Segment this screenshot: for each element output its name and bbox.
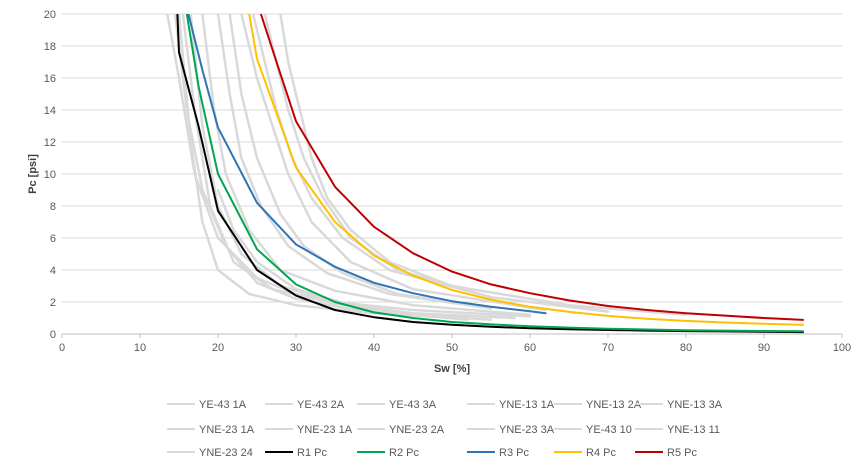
y-tick-label: 2	[50, 297, 56, 309]
legend: YE-43 1A YE-43 2A YE-43 3A YNE-13 1A YNE-13 …	[167, 399, 723, 459]
legend-label: YNE-23 1A	[199, 424, 255, 436]
series-line-16	[187, 14, 547, 315]
series-lines	[166, 14, 804, 334]
legend-item: YE-43 1A	[167, 399, 247, 411]
y-tick-label: 16	[44, 73, 56, 85]
series-line-10	[251, 14, 493, 299]
x-tick-label: 50	[446, 342, 458, 354]
y-tick-label: 12	[44, 137, 56, 149]
legend-item: R3 Pc	[467, 447, 529, 459]
series-line-13	[216, 188, 469, 321]
series-line-4	[181, 14, 516, 320]
legend-item: YNE-13 2A	[554, 399, 642, 411]
legend-item: YNE-23 24	[167, 447, 253, 459]
legend-item: YE-43 2A	[265, 399, 345, 411]
x-tick-label: 60	[524, 342, 536, 354]
series-line-12	[279, 14, 688, 317]
x-tick-label: 90	[758, 342, 770, 354]
y-tick-label: 18	[44, 41, 56, 53]
y-tick-label: 0	[50, 329, 56, 341]
legend-label: YNE-13 11	[667, 424, 720, 436]
legend-item: YNE-23 1A	[167, 424, 255, 436]
x-tick-label: 80	[680, 342, 692, 354]
legend-label: YNE-23 24	[199, 447, 253, 459]
legend-item: YNE-23 3A	[467, 424, 555, 436]
y-axis-title: Pc [psi]	[27, 154, 39, 194]
legend-item: YNE-13 1A	[467, 399, 555, 411]
x-tick-label: 100	[833, 342, 851, 354]
legend-item: R1 Pc	[265, 447, 327, 459]
series-line-9	[240, 14, 547, 312]
legend-item: R4 Pc	[554, 447, 616, 459]
series-line-15	[185, 14, 804, 333]
y-tick-label: 8	[50, 201, 56, 213]
y-tick-label: 20	[44, 9, 56, 21]
x-tick-label: 70	[602, 342, 614, 354]
legend-item: YNE-13 11	[635, 424, 720, 436]
series-line-3	[177, 14, 493, 321]
x-tick-label: 40	[368, 342, 380, 354]
legend-label: YE-43 1A	[199, 399, 247, 411]
series-line-2	[173, 14, 469, 320]
tick-labels: 0 2 4 6 8 10 12 14 16 18 20 0 10 20 30 40 50 60 70 80 90 100	[44, 9, 851, 354]
legend-label: YE-43 10	[586, 424, 632, 436]
y-tick-label: 14	[44, 105, 56, 117]
legend-label: R4 Pc	[586, 447, 616, 459]
series-line-8	[228, 14, 493, 310]
legend-item: R5 Pc	[635, 447, 697, 459]
legend-label: YNE-23 3A	[499, 424, 555, 436]
legend-label: YE-43 3A	[389, 399, 437, 411]
series-line-18	[259, 14, 804, 321]
legend-label: YNE-13 2A	[586, 399, 642, 411]
grid-lines	[62, 13, 842, 303]
legend-item: YE-43 10	[554, 424, 632, 436]
x-tick-label: 0	[59, 342, 65, 354]
legend-label: R2 Pc	[389, 447, 419, 459]
legend-label: YNE-23 2A	[389, 424, 445, 436]
y-tick-label: 4	[50, 265, 56, 277]
legend-item: R2 Pc	[357, 447, 419, 459]
series-line-5	[189, 14, 532, 318]
legend-label: R1 Pc	[297, 447, 327, 459]
y-tick-label: 10	[44, 169, 56, 181]
x-tick-label: 30	[290, 342, 302, 354]
y-tick-label: 6	[50, 233, 56, 245]
x-axis-title: Sw [%]	[434, 363, 470, 375]
legend-label: R3 Pc	[499, 447, 529, 459]
legend-label: YNE-13 3A	[667, 399, 723, 411]
x-tick-label: 20	[212, 342, 224, 354]
legend-item: YNE-13 3A	[635, 399, 723, 411]
legend-label: YNE-23 1A	[297, 424, 353, 436]
legend-item: YNE-23 1A	[265, 424, 353, 436]
legend-label: R5 Pc	[667, 447, 697, 459]
x-tick-label: 10	[134, 342, 146, 354]
series-line-7	[216, 14, 493, 310]
legend-label: YE-43 2A	[297, 399, 345, 411]
legend-label: YNE-13 1A	[499, 399, 555, 411]
legend-item: YNE-23 2A	[357, 424, 445, 436]
series-line-17	[248, 14, 804, 326]
axes	[61, 333, 843, 338]
legend-item: YE-43 3A	[357, 399, 437, 411]
